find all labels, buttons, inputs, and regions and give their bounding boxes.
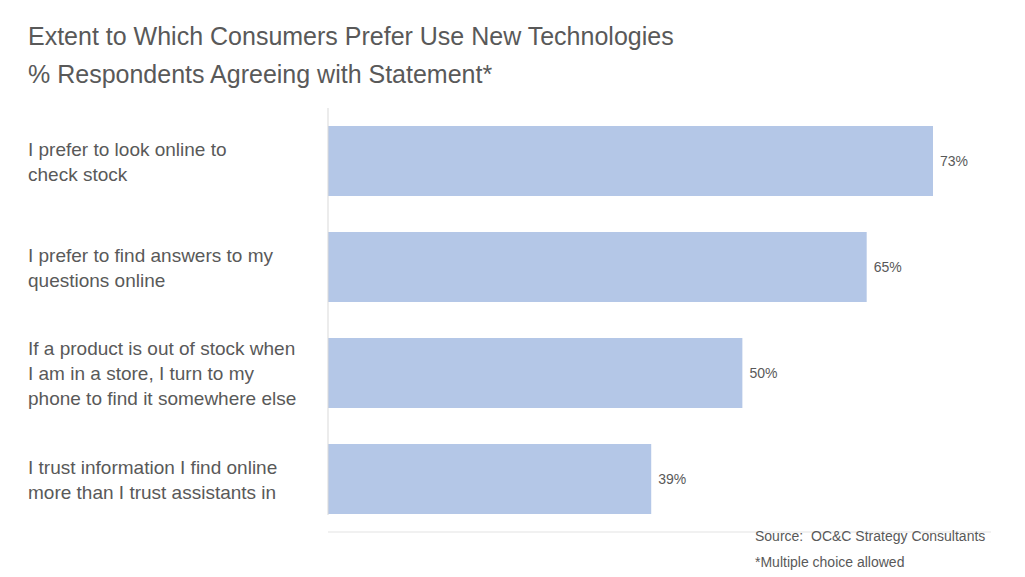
category-label-line: I am in a store, I turn to my bbox=[28, 363, 254, 384]
category-label-line: check stock bbox=[28, 164, 128, 185]
data-label: 65% bbox=[874, 259, 902, 275]
category-label-line: I prefer to find answers to my bbox=[28, 245, 273, 266]
category-label: I trust information I find online more th… bbox=[28, 457, 277, 503]
y-axis-line bbox=[328, 108, 329, 515]
category-label-line: questions online bbox=[28, 270, 165, 291]
data-label: 50% bbox=[749, 365, 777, 381]
bar bbox=[328, 444, 651, 514]
data-label: 73% bbox=[940, 153, 968, 169]
category-label-line: I prefer to look online to bbox=[28, 139, 227, 160]
category-label-line: more than I trust assistants in bbox=[28, 482, 276, 503]
bars bbox=[328, 126, 933, 514]
bar bbox=[328, 126, 933, 196]
category-label-line: If a product is out of stock when bbox=[28, 338, 295, 359]
bar bbox=[328, 232, 867, 302]
category-label: I prefer to look online to check stock bbox=[28, 139, 227, 185]
category-label: If a product is out of stock when I am in… bbox=[28, 338, 296, 409]
category-label-line: I trust information I find online bbox=[28, 457, 277, 478]
category-label-line: phone to find it somewhere else bbox=[28, 388, 296, 409]
category-label: I prefer to find answers to my questions … bbox=[28, 245, 273, 291]
annotation: *Multiple choice allowed bbox=[755, 554, 904, 570]
title: Extent to Which Consumers Prefer Use New… bbox=[28, 22, 674, 50]
annotation: Source: OC&C Strategy Consultants bbox=[755, 528, 985, 544]
bar bbox=[328, 338, 742, 408]
chart: Extent to Which Consumers Prefer Use New… bbox=[0, 0, 1025, 577]
data-label: 39% bbox=[658, 471, 686, 487]
subtitle: % Respondents Agreeing with Statement* bbox=[28, 60, 492, 88]
